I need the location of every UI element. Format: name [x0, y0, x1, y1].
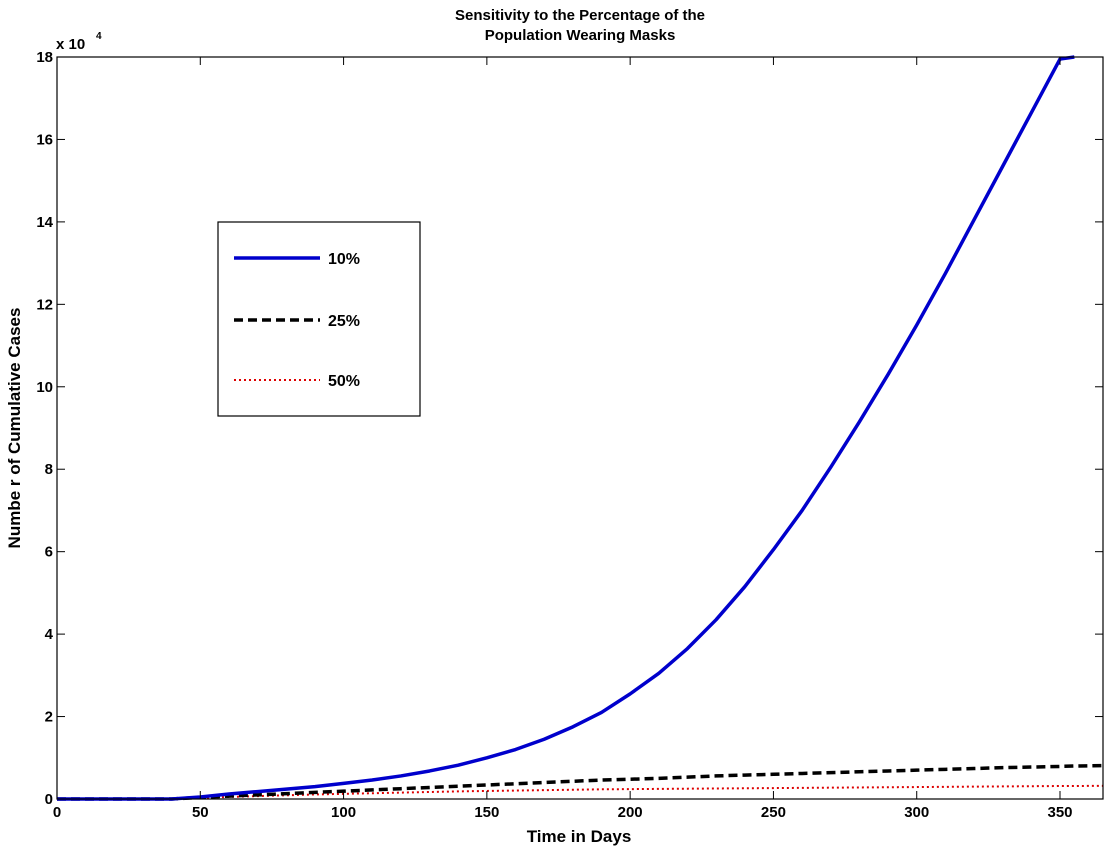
- x-tick-label: 300: [904, 804, 929, 821]
- y-tick-label: 0: [45, 791, 53, 808]
- chart-title-line-1: Sensitivity to the Percentage of the: [455, 7, 705, 24]
- y-axis-label: Numbe r of Cumulative Cases: [5, 308, 24, 549]
- legend-label-25pct: 25%: [328, 313, 360, 330]
- x-tick-label: 250: [761, 804, 786, 821]
- legend-label-50pct: 50%: [328, 373, 360, 390]
- y-axis-exponent-power: 4: [96, 31, 102, 42]
- x-tick-label: 200: [618, 804, 643, 821]
- x-tick-label: 150: [474, 804, 499, 821]
- y-tick-label: 16: [36, 131, 53, 148]
- y-tick-label: 8: [45, 461, 53, 478]
- y-tick-label: 12: [36, 296, 53, 313]
- y-axis-ticks: 0 2 4 6 8 10 12 14 16 18: [36, 49, 1103, 808]
- y-tick-label: 18: [36, 49, 53, 66]
- legend-label-10pct: 10%: [328, 251, 360, 268]
- x-tick-label: 350: [1047, 804, 1072, 821]
- y-tick-label: 4: [45, 626, 54, 643]
- y-tick-label: 2: [45, 709, 53, 726]
- legend: 10% 25% 50%: [217, 221, 421, 417]
- y-axis-exponent-label: x 10: [56, 36, 85, 53]
- y-tick-label: 10: [36, 379, 53, 396]
- plot-area-frame: [56, 56, 1104, 800]
- x-axis-label: Time in Days: [527, 827, 632, 846]
- x-tick-label: 50: [192, 804, 209, 821]
- series-line-25pct: [57, 763, 1104, 801]
- x-tick-label: 100: [331, 804, 356, 821]
- y-tick-label: 6: [45, 544, 53, 561]
- series-lines: [57, 55, 1104, 801]
- y-tick-label: 14: [36, 214, 53, 231]
- series-line-10pct: [57, 55, 1075, 801]
- chart-title: Sensitivity to the Percentage of the Pop…: [455, 7, 705, 44]
- x-tick-label: 0: [53, 804, 61, 821]
- chart-title-line-2: Population Wearing Masks: [485, 27, 676, 44]
- x-axis-ticks: 0 50 100 150 200 250 300 350: [53, 57, 1073, 821]
